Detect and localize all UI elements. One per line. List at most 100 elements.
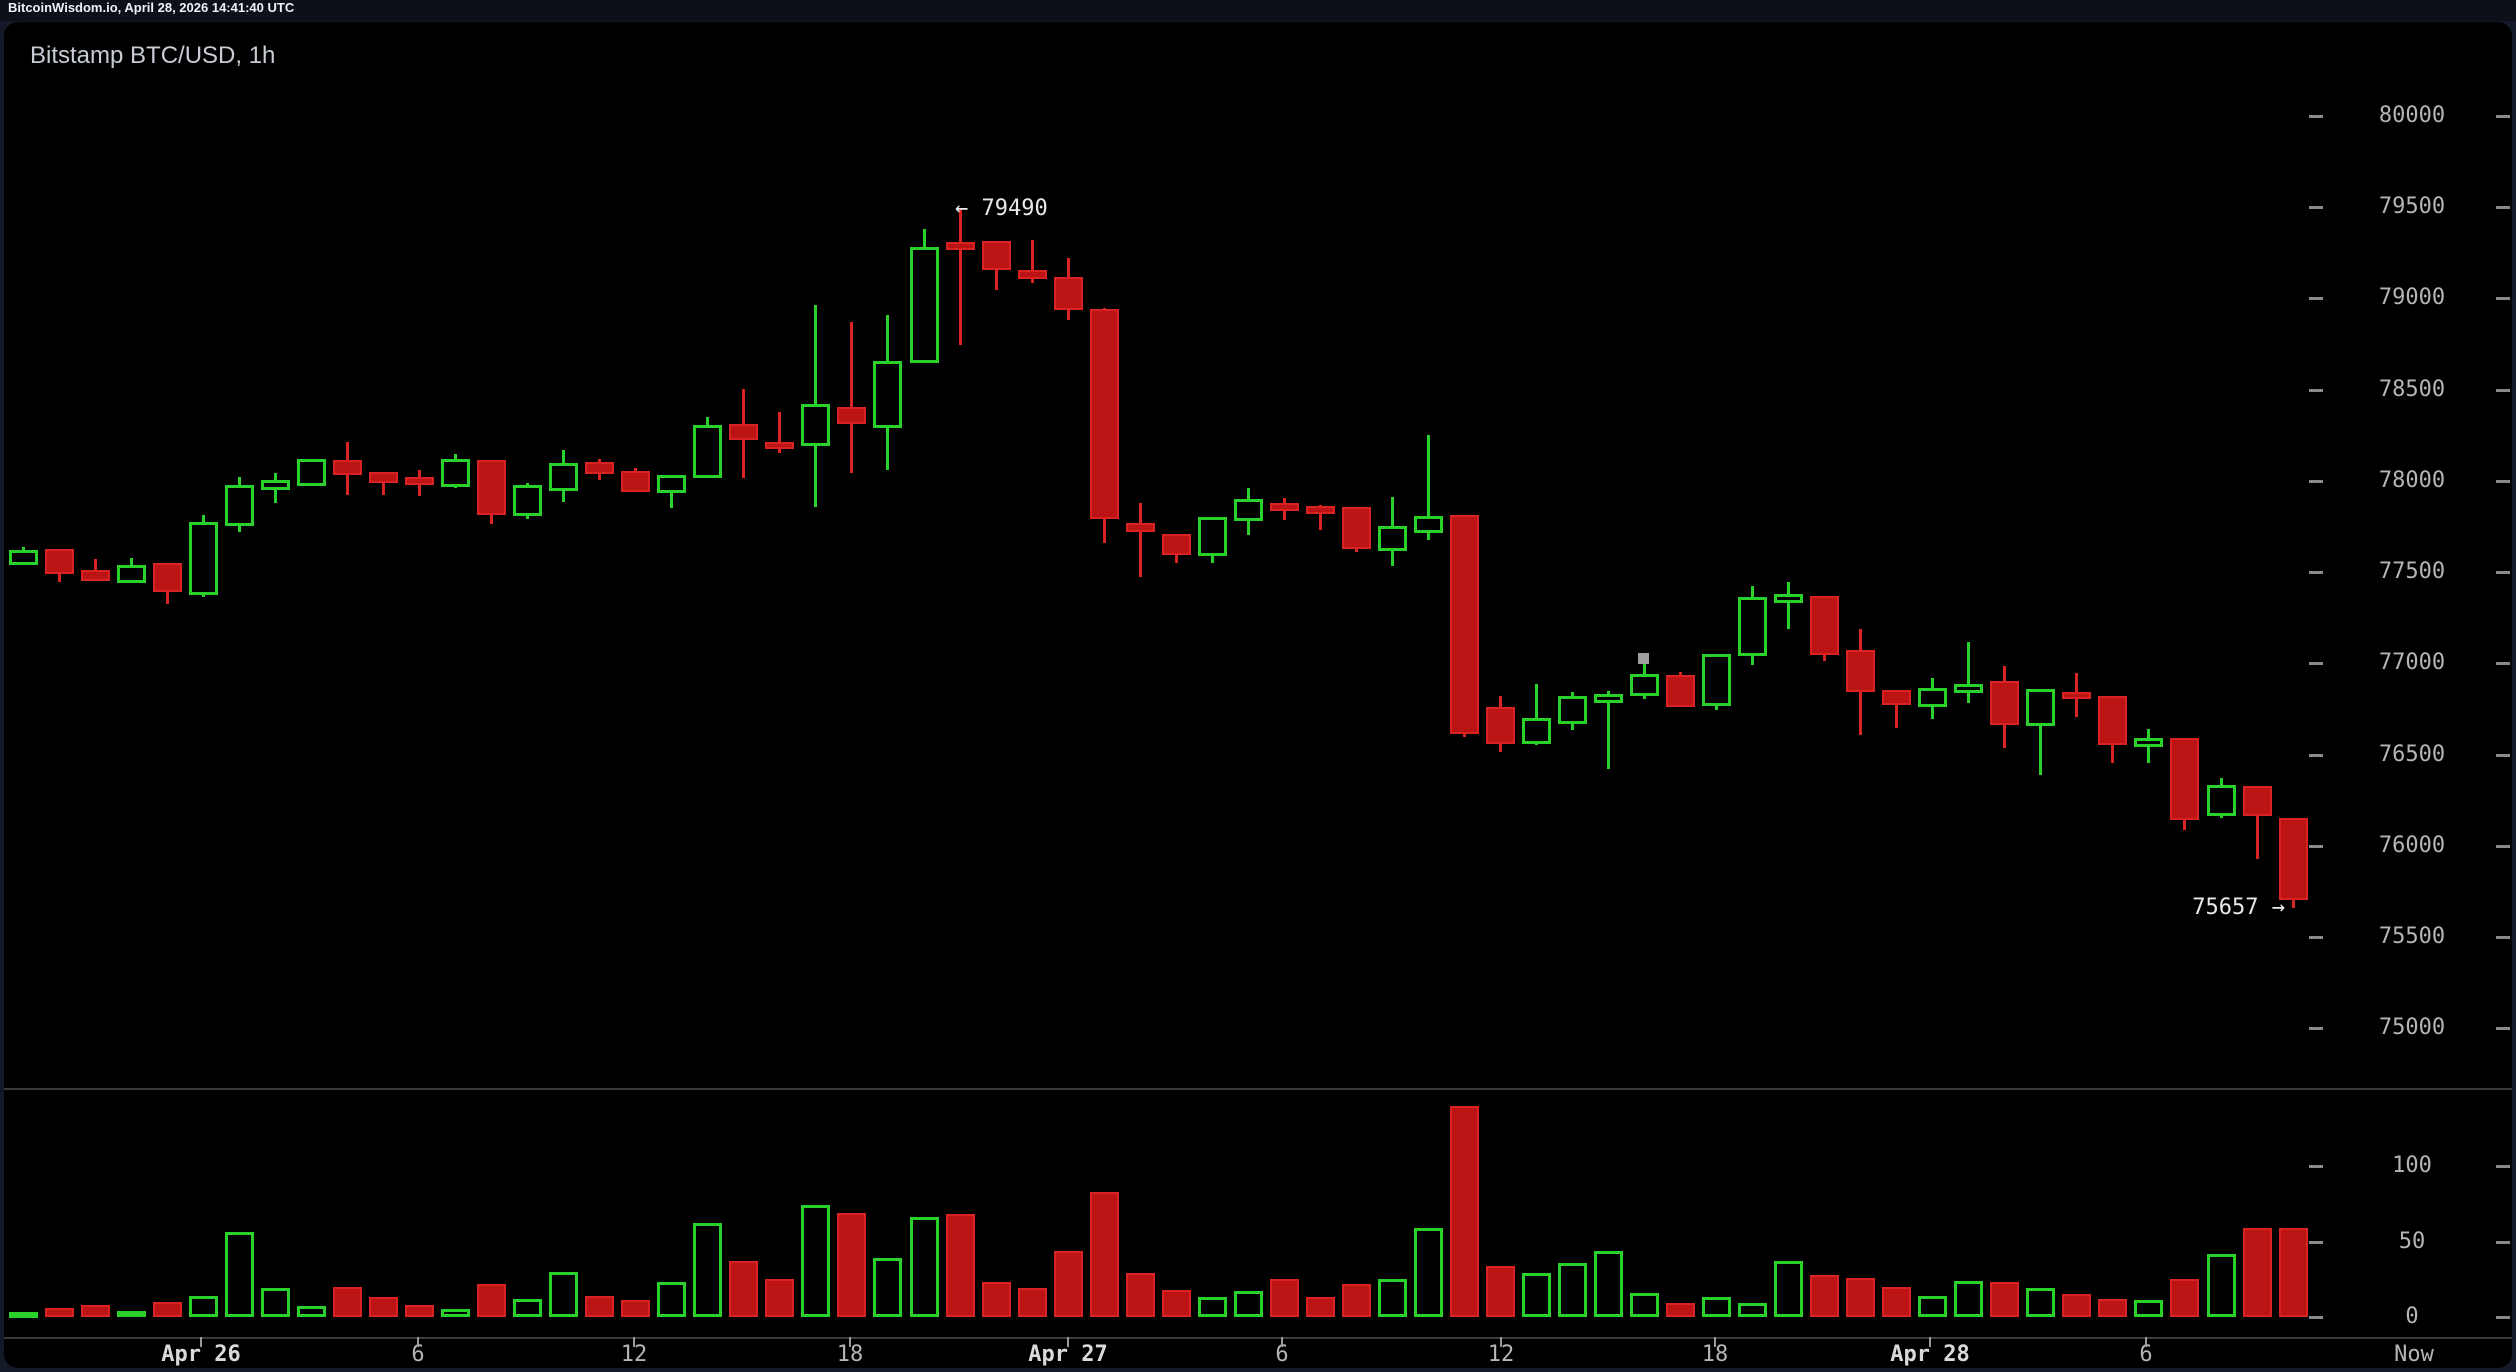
volume-tick-right [2496,1316,2510,1319]
price-tick-right [2496,936,2510,940]
candle-wick [1787,582,1791,630]
volume-bar [152,1301,182,1317]
candle-body [260,479,290,491]
candle-body [549,463,579,492]
candle-body [1810,596,1840,655]
volume-bar [297,1306,327,1317]
volume-bar [1017,1288,1047,1317]
price-tick-label: 80000 [2378,103,2446,128]
volume-bar [1918,1295,1948,1317]
candle-body [981,240,1011,270]
volume-bar [801,1205,831,1317]
volume-bar [441,1309,471,1317]
price-tick-left [2309,388,2323,392]
volume-tick-right [2496,1165,2510,1168]
cursor-marker [1638,652,1649,664]
volume-bar [1485,1265,1515,1317]
volume-bar [2026,1288,2056,1317]
price-callout: ← 79490 [955,196,1048,222]
site-and-clock-label: BitcoinWisdom.io, April 28, 2026 14:41:4… [8,0,295,15]
price-tick-label: 78000 [2378,467,2446,493]
time-tick-mark [1929,1337,1931,1347]
candle-wick [382,473,386,496]
volume-bar [1053,1250,1083,1317]
price-tick-label: 78500 [2378,376,2446,402]
volume-bar [1954,1280,1984,1317]
candle-body [765,441,795,449]
volume-bar [405,1304,435,1317]
volume-bar [1233,1291,1263,1317]
candle-wick [958,207,962,345]
time-tick-mark [417,1337,419,1347]
time-tick-label: 6 [2139,1342,2153,1367]
candle-body [477,460,507,516]
volume-bar [2278,1227,2308,1317]
time-tick-label: 6 [411,1342,425,1367]
volume-tick-label: 50 [2398,1228,2426,1254]
candle-wick [2039,690,2043,776]
candle-body [2206,785,2236,817]
time-tick-mark [2145,1337,2147,1347]
price-tick-right [2496,1027,2510,1031]
candle-body [2134,737,2164,747]
volume-bar [2098,1298,2128,1317]
chart-title: Bitstamp BTC/USD, 1h [30,42,276,69]
volume-tick-label: 0 [2405,1304,2419,1329]
volume-tick-left [2309,1240,2323,1244]
volume-bar [945,1214,975,1317]
time-tick-mark [1067,1337,1069,1347]
volume-bar [549,1271,579,1317]
volume-bar [1882,1286,1912,1317]
price-tick-left [2309,662,2323,666]
candle-body [513,485,543,517]
candle-body [333,460,363,476]
candle-body [405,477,435,485]
top-status-bar: BitcoinWisdom.io, April 28, 2026 14:41:4… [0,0,2516,21]
candle-body [657,475,687,494]
price-tick-label: 79500 [2378,194,2446,220]
time-tick-mark [1500,1337,1502,1347]
candle-body [1521,718,1551,745]
volume-bar [585,1295,615,1317]
candle-body [1846,649,1876,693]
candle-body [44,549,74,575]
volume-bar [1521,1273,1551,1317]
time-tick-mark [633,1337,635,1347]
candle-body [1269,502,1299,512]
price-volume-separator [4,1088,2512,1090]
candle-body [1594,694,1624,704]
volume-bar [1341,1283,1371,1317]
candle-body [1305,506,1335,514]
volume-bar [369,1297,399,1317]
candle-wick [93,559,97,582]
candle-body [1990,681,2020,726]
price-tick-label: 76000 [2378,832,2446,858]
candle-body [1882,690,1912,706]
time-tick-mark [1281,1337,1283,1347]
volume-bar [909,1217,939,1317]
volume-bar [1630,1292,1660,1317]
volume-bar [1702,1297,1732,1317]
candle-body [693,425,723,479]
candle-body [441,459,471,488]
candle-wick [1426,435,1430,541]
candle-body [1377,526,1407,552]
volume-bar [116,1310,146,1317]
candle-body [945,242,975,251]
candle-body [116,565,146,584]
price-tick-label: 77000 [2378,650,2446,676]
price-tick-left [2309,844,2323,848]
chart-surface[interactable]: Bitstamp BTC/USD, 1h 80000 79500 79000 7850… [4,22,2512,1368]
candle-body [909,247,939,364]
price-tick-left [2309,753,2323,757]
price-tick-right [2496,297,2510,301]
volume-bar [333,1286,363,1317]
volume-bar [2134,1300,2164,1317]
price-tick-right [2496,571,2510,575]
candle-wick [1607,691,1611,770]
volume-bar [1666,1303,1696,1317]
time-tick-mark [849,1337,851,1347]
price-tick-right [2496,388,2510,392]
time-tick-mark [1714,1337,1716,1347]
candle-body [621,471,651,493]
